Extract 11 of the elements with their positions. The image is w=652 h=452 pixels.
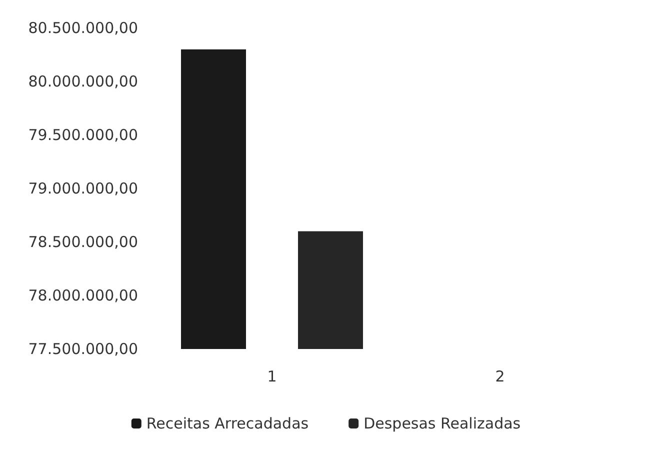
y-tick-label: 80.500.000,00 [28,19,138,37]
y-tick-label: 77.500.000,00 [28,340,138,358]
y-tick-label: 78.500.000,00 [28,233,138,251]
legend-label: Receitas Arrecadadas [146,414,309,432]
legend-label: Despesas Realizadas [364,414,521,432]
y-tick-label: 79.500.000,00 [28,126,138,144]
y-tick-label: 79.000.000,00 [28,180,138,198]
x-tick-label: 2 [495,368,505,386]
x-tick-label: 1 [267,368,277,386]
y-tick-label: 78.000.000,00 [28,286,138,304]
y-tick-label: 80.000.000,00 [28,72,138,90]
